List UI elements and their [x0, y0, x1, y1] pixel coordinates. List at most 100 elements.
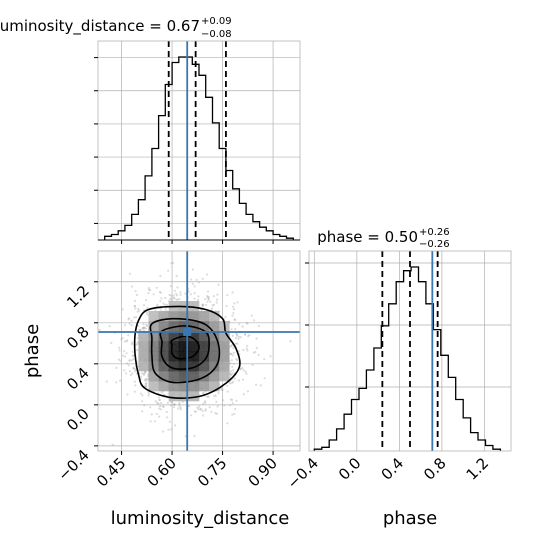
- sample-point: [137, 307, 140, 311]
- x-tick-label-phase: 0.4: [378, 454, 408, 484]
- sample-point: [263, 358, 266, 361]
- sample-point: [145, 378, 148, 381]
- sample-point: [170, 297, 173, 300]
- sample-point: [199, 408, 202, 411]
- sample-point: [184, 435, 187, 438]
- sample-point: [201, 409, 204, 412]
- sample-point: [147, 394, 150, 397]
- sample-point: [137, 324, 140, 327]
- sample-point: [165, 303, 168, 306]
- sample-point: [215, 301, 218, 304]
- sample-point: [143, 326, 146, 330]
- density-cell: [219, 331, 230, 342]
- sample-point: [250, 314, 253, 317]
- luminosity-distance-title-text: luminosity_distance = 0.67: [0, 17, 200, 36]
- panel-frame: [308, 250, 512, 452]
- sample-point: [226, 384, 229, 387]
- sample-point: [130, 285, 134, 288]
- sample-point: [228, 404, 232, 407]
- sample-point: [166, 401, 169, 404]
- sample-point: [157, 396, 160, 399]
- sample-point: [145, 382, 148, 385]
- sample-point: [169, 285, 172, 288]
- density-cell: [199, 311, 210, 322]
- sample-point: [132, 367, 135, 370]
- sample-point: [159, 274, 162, 277]
- sample-point: [175, 274, 178, 277]
- sample-point: [206, 296, 209, 299]
- sample-point: [145, 324, 148, 327]
- sample-point: [128, 358, 131, 362]
- sample-point: [242, 393, 245, 396]
- sample-point: [142, 323, 145, 326]
- sample-point: [135, 293, 139, 297]
- sample-point: [226, 390, 229, 393]
- sample-point: [159, 408, 162, 411]
- density-cell: [138, 331, 149, 342]
- sample-point: [165, 410, 168, 414]
- density-cell: [148, 311, 159, 322]
- sample-point: [170, 294, 173, 297]
- density-cell: [148, 371, 159, 382]
- x-tick-label-phase: 0.8: [420, 454, 450, 484]
- sample-point: [215, 400, 218, 403]
- sample-point: [228, 382, 231, 385]
- sample-point: [136, 342, 139, 345]
- density-cell: [178, 311, 190, 322]
- sample-point: [236, 334, 239, 337]
- sample-point: [172, 261, 175, 264]
- density-cell: [168, 341, 180, 352]
- sample-point: [257, 324, 260, 328]
- sample-point: [195, 278, 198, 281]
- sample-point: [173, 297, 176, 300]
- sample-point: [150, 413, 153, 416]
- density-cell: [199, 341, 210, 352]
- sample-point: [253, 319, 256, 322]
- sample-point: [214, 411, 217, 415]
- sample-point: [229, 362, 232, 365]
- density-cell: [138, 351, 149, 362]
- sample-point: [177, 407, 180, 410]
- density-cell: [188, 361, 200, 372]
- sample-point: [245, 321, 248, 324]
- density-cell: [188, 371, 200, 382]
- density-cell: [219, 341, 230, 352]
- sample-point: [184, 292, 187, 295]
- sample-point: [170, 428, 173, 431]
- sample-point: [130, 343, 133, 346]
- y-tick-label-phase: −0.4: [54, 446, 92, 484]
- sample-point: [226, 294, 229, 297]
- sample-point: [120, 338, 123, 341]
- sample-point: [225, 305, 228, 308]
- sample-point: [127, 317, 131, 320]
- sample-point: [255, 337, 258, 340]
- density-cell: [178, 341, 190, 352]
- sample-point: [216, 293, 219, 296]
- sample-point: [130, 319, 133, 322]
- sample-point: [236, 301, 239, 304]
- sample-point: [162, 430, 165, 433]
- sample-point: [200, 408, 203, 411]
- sample-point: [133, 305, 136, 308]
- sample-point: [142, 327, 145, 330]
- sample-point: [196, 406, 199, 409]
- density-cell: [188, 341, 200, 352]
- sample-point: [204, 408, 207, 411]
- sample-point: [255, 383, 258, 386]
- sample-point: [133, 299, 136, 303]
- sample-point: [138, 329, 142, 332]
- sample-point: [246, 344, 249, 347]
- sample-point: [230, 353, 233, 356]
- sample-point: [154, 400, 157, 403]
- sample-point: [179, 408, 182, 411]
- sample-point: [119, 359, 122, 362]
- density-cell: [188, 301, 200, 312]
- sample-point: [237, 379, 241, 382]
- sample-point: [143, 326, 146, 329]
- density-cell: [168, 331, 180, 342]
- sample-point: [197, 281, 201, 284]
- sample-point: [216, 405, 219, 408]
- density-cell: [188, 381, 200, 392]
- sample-point: [123, 324, 127, 327]
- sample-point: [165, 416, 169, 419]
